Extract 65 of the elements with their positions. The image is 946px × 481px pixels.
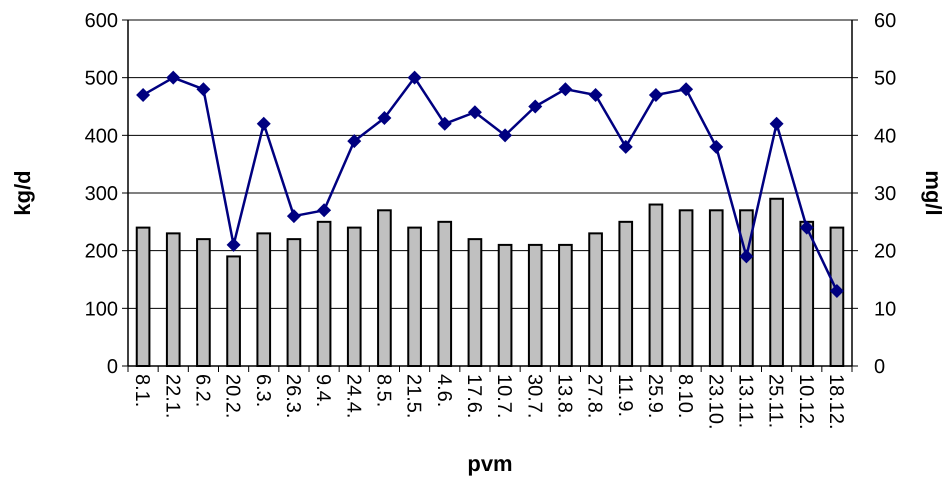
point [528,100,542,114]
x-tick-label: 17.6. [462,374,485,418]
x-tick-label: 6.2. [191,374,214,408]
point [618,140,633,154]
x-tick-label: 10.7. [493,374,516,418]
x-tick-label: 8.5. [372,374,394,408]
y-tick-label: 300 [84,183,118,205]
point [317,203,332,218]
y-tick-label: 0 [106,356,118,378]
y2-tick-label: 60 [874,10,896,32]
point [166,70,180,85]
y2-axis-title: mg/l [921,170,946,216]
point [648,88,663,102]
point [196,82,210,96]
x-tick-label: 23.10. [704,374,726,430]
point [679,82,694,96]
point [588,88,603,102]
x-tick-label: 11.9. [614,374,636,417]
point [558,82,572,96]
x-tick-label: 21.5. [402,374,425,418]
y-tick-label: 200 [84,240,118,263]
point [377,111,392,126]
point [739,249,754,264]
x-tick-label: 25.11. [764,374,787,428]
y2-tick-label: 0 [874,356,886,378]
y2-tick-label: 30 [874,183,896,205]
point [226,238,241,252]
point [709,140,724,154]
x-tick-label: 25.9. [644,374,666,418]
x-tick-label: 24.4. [342,374,364,418]
y-tick-label: 500 [84,68,118,90]
x-tick-label: 4.6. [432,374,455,408]
y-tick-label: 100 [84,298,118,320]
y2-tick-label: 40 [874,125,896,148]
x-axis-title: pvm [467,451,513,476]
point [800,220,814,235]
x-tick-label: 27.8. [584,374,606,418]
x-tick-label: 22.1. [161,374,184,418]
point [438,116,452,131]
x-tick-label: 6.3. [252,374,274,408]
y2-tick-label: 20 [874,240,896,263]
point [408,70,422,85]
point [498,128,512,142]
x-tick-label: 20.2. [222,374,244,418]
point [136,88,150,102]
x-tick-label: 8.1. [131,374,154,408]
y2-tick-label: 10 [874,298,896,320]
x-tick-label: 13.8. [553,374,576,418]
point [256,116,271,131]
y-tick-label: 600 [84,10,118,32]
x-tick-label: 10.12. [794,374,817,430]
y-tick-label: 400 [84,125,118,148]
x-tick-label: 9.4. [312,374,334,408]
x-tick-label: 30.7. [523,374,546,418]
x-tick-label: 13.11. [734,374,756,428]
y2-tick-label: 50 [874,68,896,90]
x-tick-label: 8.10. [674,374,696,418]
point [286,209,301,224]
point [468,105,482,120]
point [347,134,362,148]
x-tick-label: 26.3. [282,374,304,418]
y-axis-title: kg/d [10,170,35,216]
x-tick-label: 18.12. [824,374,847,430]
point [770,116,784,131]
point [830,284,844,298]
